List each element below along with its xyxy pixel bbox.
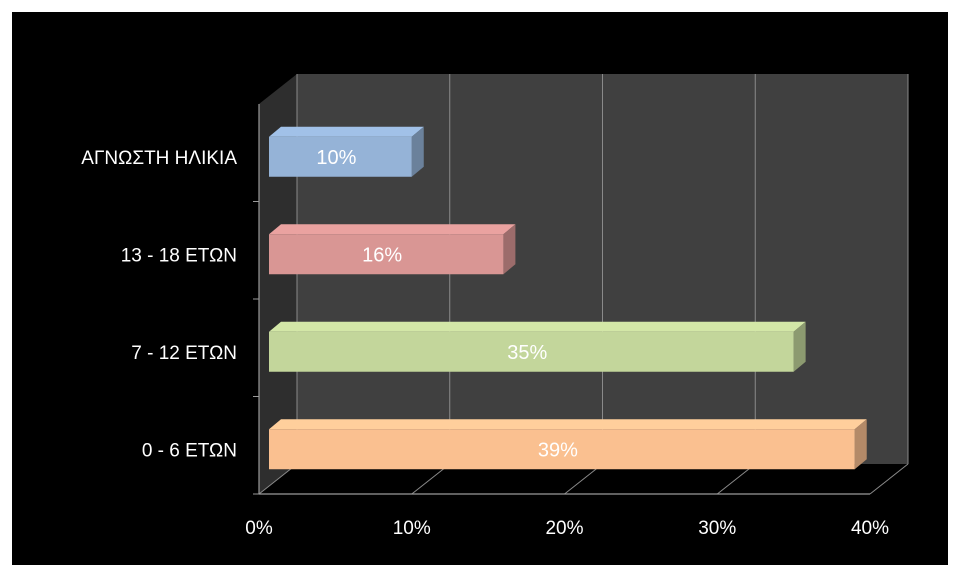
bar-top-1 — [269, 321, 806, 332]
data-label-3: 10% — [316, 147, 356, 169]
bar-top-3 — [269, 126, 424, 137]
bar-front-2 — [269, 234, 504, 275]
bar-0 — [269, 419, 867, 470]
floor-gridline-4 — [869, 463, 909, 495]
data-label-2: 16% — [362, 244, 402, 266]
x-tick-label-3: 30% — [698, 518, 736, 539]
bar-end-0 — [854, 419, 867, 470]
bar-top-0 — [269, 419, 867, 430]
bar-end-3 — [411, 126, 424, 177]
x-tick-label-1: 10% — [393, 518, 431, 539]
bar-front-3 — [269, 136, 412, 177]
bar-end-2 — [503, 224, 516, 275]
category-label-3: ΑΓΝΩΣΤΗ ΗΛΙΚΙΑ — [81, 148, 237, 169]
bar-1 — [269, 321, 806, 372]
data-label-0: 39% — [538, 439, 578, 461]
x-tick-label-0: 0% — [245, 518, 273, 539]
bar-chart: 0% 10% 20% 30% 40% 39% 0 - 6 ΕΤΩΝ 35% 7 - 12 ΕΤΩ… — [81, 74, 909, 539]
data-label-1: 35% — [507, 342, 547, 364]
x-tick-label-2: 20% — [545, 518, 583, 539]
category-label-1: 7 - 12 ΕΤΩΝ — [131, 343, 237, 364]
bar-end-1 — [793, 321, 806, 372]
category-label-2: 13 - 18 ΕΤΩΝ — [121, 245, 237, 266]
axes — [253, 104, 870, 495]
labels: 0% 10% 20% 30% 40% 39% 0 - 6 ΕΤΩΝ 35% 7 - 12 ΕΤΩ… — [81, 147, 889, 539]
bar-front-1 — [269, 331, 794, 372]
plot-side-wall — [259, 74, 297, 494]
category-label-0: 0 - 6 ΕΤΩΝ — [142, 440, 237, 461]
x-tick-label-4: 40% — [851, 518, 889, 539]
bar-top-2 — [269, 224, 516, 235]
bar-2 — [269, 224, 516, 275]
bar-3 — [269, 126, 424, 177]
bars — [269, 126, 867, 470]
chart-frame: 0% 10% 20% 30% 40% 39% 0 - 6 ΕΤΩΝ 35% 7 - 12 ΕΤΩ… — [12, 12, 948, 565]
bar-front-0 — [269, 429, 855, 470]
